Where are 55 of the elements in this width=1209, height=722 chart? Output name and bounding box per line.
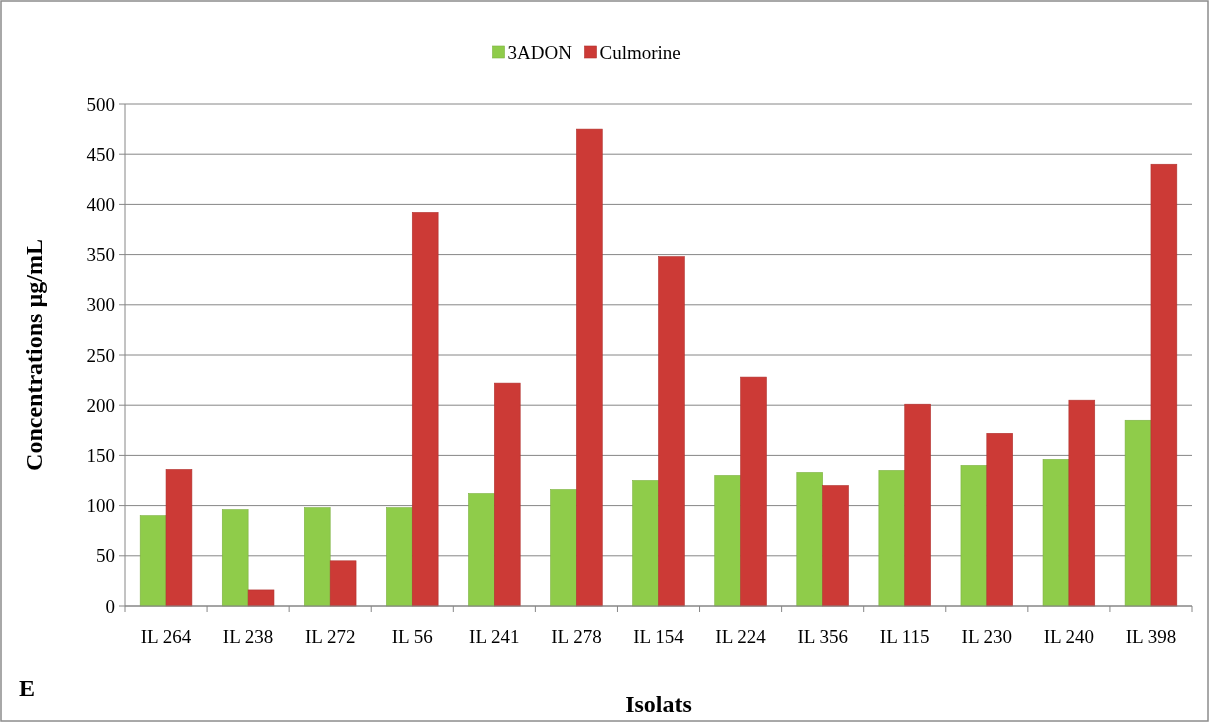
x-tick-label: IL 115 [879,626,930,647]
bar [139,515,167,607]
y-tick-label: 400 [86,194,115,216]
bar [550,489,577,607]
bar [386,507,413,607]
x-tick-label: IL 230 [961,626,1013,647]
bar [1150,163,1178,607]
bar [247,589,275,607]
bar [165,469,193,607]
x-tick-label: IL 356 [797,626,848,647]
bar [740,376,767,607]
bar [986,433,1013,607]
bar [714,475,741,607]
x-tick-label: IL 56 [391,626,433,647]
y-tick-label: 150 [86,445,115,467]
bar [494,382,521,607]
bar [1124,419,1152,607]
bar [904,403,931,607]
bar [1042,459,1070,607]
bar [960,465,988,607]
x-tick-label: IL 224 [715,626,767,647]
y-axis-title: Concentrations µg/mL [21,239,47,471]
x-tick-label: IL 154 [633,626,685,647]
x-tick-label: IL 238 [222,626,274,647]
bar [304,507,331,607]
bar [822,485,849,607]
x-tick-label: IL 264 [140,626,192,647]
bar [468,493,495,607]
bar [576,128,603,607]
x-axis-title: Isolats [625,691,692,717]
y-tick-label: 250 [86,344,115,366]
bar [658,256,685,607]
x-tick-label: IL 241 [469,626,520,647]
bar [221,509,249,607]
x-tick-label: IL 278 [551,626,602,647]
y-tick-label: 450 [86,143,115,165]
bar [796,472,823,607]
y-tick-label: 350 [86,244,115,266]
bar [329,560,357,607]
x-tick-label: IL 398 [1125,626,1177,647]
y-tick-label: 50 [96,545,115,567]
legend-label: Culmorine [599,41,681,63]
x-tick-label: IL 272 [304,626,356,647]
legend-label: 3ADON [507,41,573,63]
text: E [19,675,36,701]
x-tick-label: IL 240 [1043,626,1095,647]
y-tick-label: 200 [86,394,115,416]
bar [411,212,439,607]
y-tick-label: 100 [86,495,115,517]
y-tick-label: 500 [86,93,115,115]
y-tick-label: 0 [105,595,115,617]
y-tick-label: 300 [86,294,115,316]
bar [632,480,659,607]
bar [878,470,906,607]
bar [1068,399,1096,607]
